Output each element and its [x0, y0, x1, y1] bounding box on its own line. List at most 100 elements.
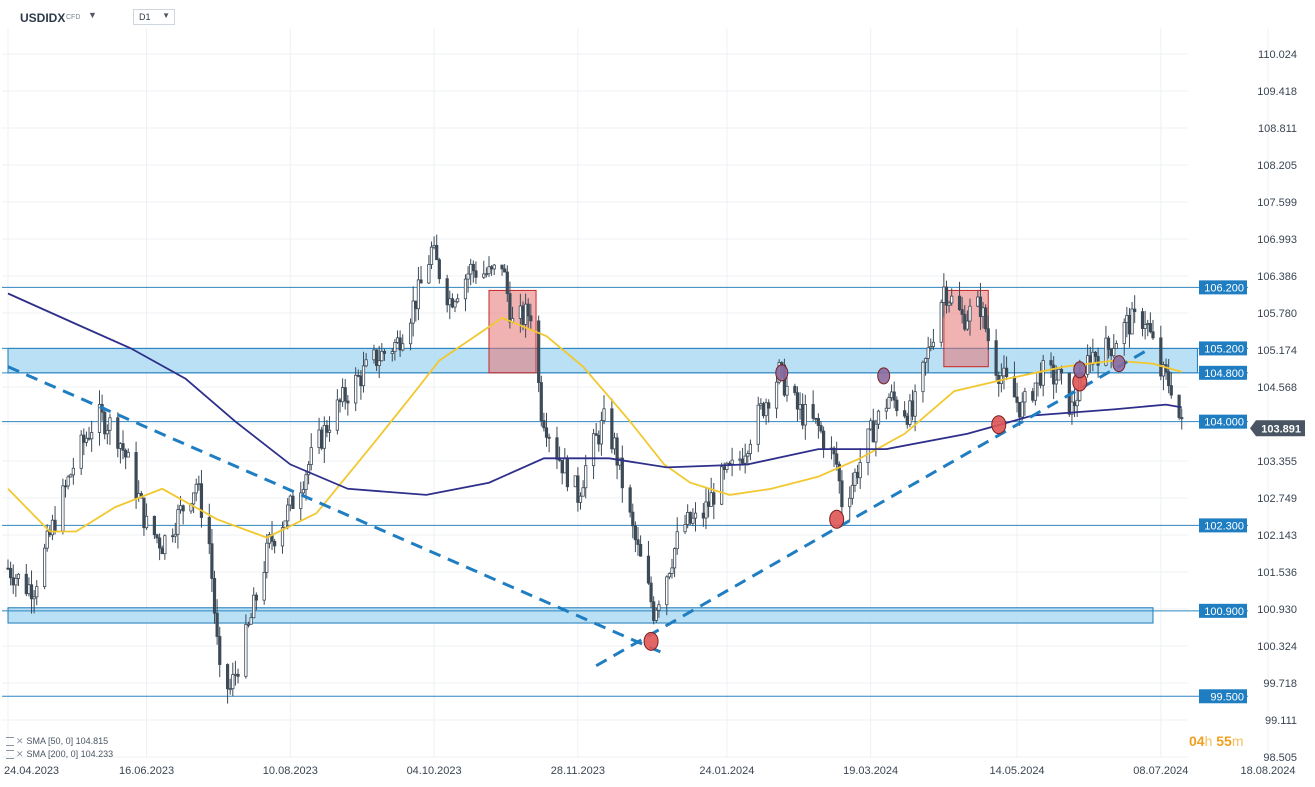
candle-body — [121, 443, 125, 451]
candle — [652, 596, 656, 625]
candle-body — [1148, 323, 1152, 333]
candle — [1112, 334, 1116, 359]
candle — [288, 494, 292, 512]
candle-body — [1031, 391, 1035, 401]
candle-body — [636, 539, 640, 545]
candle-body — [320, 429, 324, 449]
candle-body — [173, 533, 177, 537]
trendline — [595, 347, 1152, 668]
candle — [1148, 312, 1152, 334]
y-tick-label: 108.205 — [1257, 160, 1297, 172]
candle-body — [822, 430, 826, 449]
candle-body — [759, 403, 763, 406]
candle — [338, 397, 342, 413]
candle — [1125, 306, 1129, 338]
candle-body — [599, 420, 604, 445]
y-tick-label: 107.599 — [1257, 197, 1297, 209]
candle-body — [767, 402, 771, 409]
candle — [1130, 301, 1134, 335]
legend-sma-200-label: SMA [200, 0] 104.233 — [26, 749, 114, 759]
candle — [1020, 392, 1024, 420]
candle-body — [518, 305, 522, 319]
candle — [730, 447, 734, 477]
candle-body — [178, 505, 183, 511]
close-icon[interactable]: ✕ — [16, 736, 24, 746]
candle-timer: 04h 55m — [1189, 733, 1244, 749]
candle — [273, 538, 277, 554]
candle — [631, 503, 635, 539]
candle-body — [1130, 308, 1134, 335]
candle — [364, 353, 368, 368]
candle — [1143, 310, 1147, 340]
candle-body — [252, 594, 256, 619]
candle-body — [1093, 351, 1098, 357]
candle-body — [939, 302, 943, 343]
y-tick-label: 98.505 — [1263, 752, 1297, 764]
candle — [1093, 351, 1098, 363]
candle — [960, 296, 964, 324]
symbol-dropdown-icon[interactable]: ▼ — [88, 10, 97, 20]
candle-body — [748, 443, 753, 455]
list-icon[interactable] — [6, 750, 14, 760]
candle — [537, 315, 541, 393]
candle — [450, 293, 454, 309]
candle — [986, 315, 990, 350]
candle — [1133, 295, 1137, 324]
time-axis[interactable]: 24.04.2023 16.06.2023 10.08.2023 04.10.2023… — [4, 765, 1296, 777]
candle-body — [848, 497, 852, 508]
candle — [155, 533, 159, 544]
candle-body — [1041, 360, 1045, 386]
close-icon[interactable]: ✕ — [16, 749, 24, 759]
candle-body — [210, 543, 214, 579]
marker-purple — [1112, 355, 1126, 373]
price-axis[interactable]: 110.024 109.418 108.811 108.205 107.599 106.9… — [1257, 49, 1297, 764]
candle-body — [469, 263, 473, 275]
candle — [913, 384, 917, 432]
candle — [453, 299, 457, 313]
candle — [429, 241, 434, 270]
candle-body — [24, 573, 28, 595]
timeframe-select[interactable]: D1 ▼ — [133, 9, 175, 25]
candle-body — [1036, 372, 1040, 384]
candle-body — [212, 578, 217, 614]
y-tick-label: 105.780 — [1257, 308, 1297, 320]
candle-body — [1114, 343, 1118, 349]
candle — [63, 479, 68, 498]
candle-body — [29, 584, 34, 600]
candle — [427, 255, 431, 284]
candle — [121, 430, 125, 460]
candle — [573, 475, 577, 488]
candle-body — [218, 636, 222, 665]
candle — [594, 422, 598, 436]
candle-body — [1049, 360, 1053, 366]
candle — [105, 424, 109, 445]
candle-body — [544, 427, 549, 438]
candle-body — [832, 447, 836, 455]
candle-body — [1122, 322, 1126, 344]
candle — [633, 521, 637, 553]
candle — [767, 399, 771, 423]
candle-body — [584, 465, 588, 489]
candle — [712, 482, 716, 520]
candle-body — [505, 271, 509, 294]
candle — [829, 436, 834, 460]
candle-body — [1052, 364, 1056, 385]
candle-body — [61, 485, 65, 532]
list-icon[interactable] — [6, 737, 14, 747]
candle-body — [701, 512, 705, 519]
candle-body — [283, 520, 287, 529]
candle-body — [126, 452, 130, 458]
symbol-name[interactable]: USDIDX — [20, 11, 66, 25]
candle-body — [309, 447, 313, 465]
candle-body — [774, 381, 779, 409]
candle-body — [1020, 401, 1024, 418]
candle-body — [445, 278, 449, 306]
candle — [299, 481, 303, 522]
marker-red — [643, 631, 659, 651]
candle-body — [1127, 315, 1132, 335]
level-label-bg — [1199, 518, 1247, 533]
candle-body — [152, 515, 156, 536]
candle — [746, 450, 750, 466]
candle-body — [746, 453, 750, 457]
